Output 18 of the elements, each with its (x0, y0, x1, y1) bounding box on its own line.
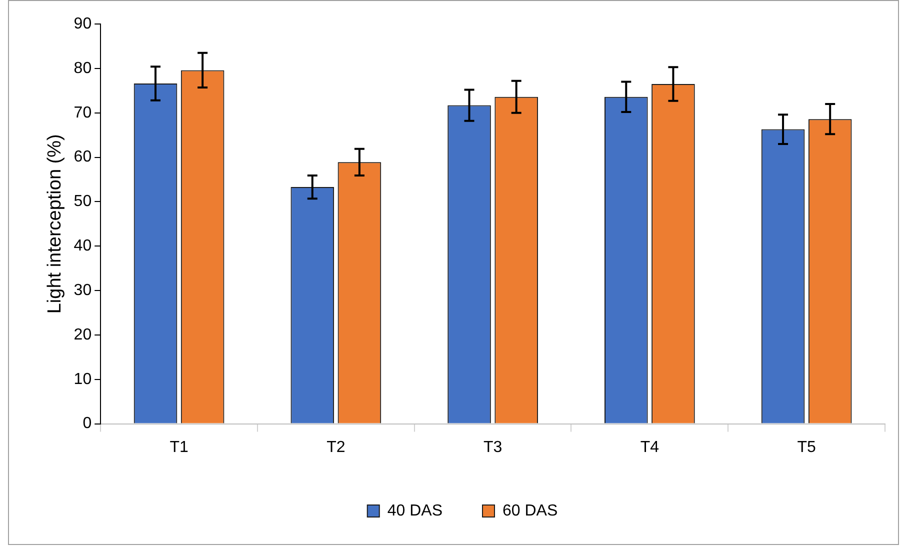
y-tick-label: 0 (82, 415, 92, 432)
y-tick-label: 10 (74, 370, 92, 388)
y-tick-label: 60 (74, 148, 92, 166)
x-tick-label: T3 (483, 438, 502, 456)
y-tick-label: 50 (74, 193, 92, 210)
y-tick-label: 80 (74, 60, 92, 77)
x-tick-label: T4 (640, 438, 660, 456)
x-tick-label: T1 (170, 438, 188, 456)
legend-label: 40 DAS (387, 502, 442, 520)
y-tick-label: 40 (74, 238, 92, 255)
x-tick-label: T2 (326, 438, 346, 456)
y-tick-label: 20 (74, 326, 92, 344)
y-tick-label: 90 (74, 15, 92, 32)
y-tick-label: 70 (74, 104, 92, 122)
y-tick-label: 30 (74, 282, 92, 299)
y-axis-title: Light interception (%) (44, 134, 66, 314)
legend-label: 60 DAS (502, 502, 558, 520)
x-tick-label: T5 (797, 438, 816, 456)
